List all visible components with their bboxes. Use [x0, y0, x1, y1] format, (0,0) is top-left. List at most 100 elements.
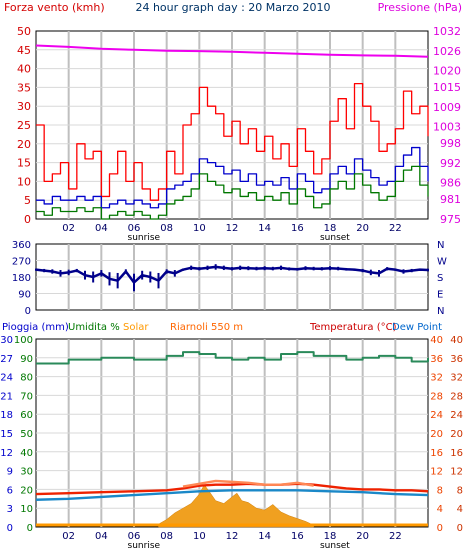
- dewpoint-tick-label: 40: [450, 335, 463, 346]
- legend-item: Pioggia (mm): [2, 322, 69, 333]
- pressure-tick-label: 1015: [433, 81, 461, 94]
- temperature-tick-label: 28: [430, 391, 443, 402]
- wind-tick-label: 25: [17, 119, 31, 132]
- compass-tick-label: S: [437, 273, 443, 284]
- wind-tick-label: 10: [17, 175, 31, 188]
- sunrise-label: sunrise: [128, 233, 161, 243]
- temperature-tick-label: 0: [437, 523, 443, 534]
- x-tick-label: 12: [226, 531, 239, 542]
- rain-tick-label: 12: [0, 448, 13, 459]
- dewpoint-tick-label: 0: [457, 523, 463, 534]
- sunrise-label: sunrise: [128, 541, 161, 551]
- rain-tick-label: 27: [0, 354, 13, 365]
- x-tick-label: 10: [193, 223, 206, 234]
- x-tick-label: 08: [160, 223, 173, 234]
- sunset-label: sunset: [320, 541, 350, 551]
- x-tick-label: 20: [356, 531, 369, 542]
- temperature-tick-label: 12: [430, 467, 443, 478]
- humidity-tick-label: 50: [20, 429, 33, 440]
- dewpoint-tick-label: 8: [457, 485, 463, 496]
- x-tick-label: 02: [62, 223, 75, 234]
- pressure-tick-label: 1020: [433, 65, 461, 78]
- sunset-label: sunset: [320, 233, 350, 243]
- pressure-line: [35, 44, 429, 58]
- wind-tick-label: 35: [17, 81, 31, 94]
- x-tick-label: 10: [193, 531, 206, 542]
- pressure-tick-label: 986: [440, 177, 461, 190]
- temperature-tick-label: 8: [437, 485, 443, 496]
- dewpoint-tick-label: 4: [457, 504, 463, 515]
- rain-tick-label: 21: [0, 391, 13, 402]
- temperature-tick-label: 40: [430, 335, 443, 346]
- temperature-tick-label: 24: [430, 410, 443, 421]
- dewpoint-tick-label: 16: [450, 448, 463, 459]
- x-tick-label: 08: [160, 531, 173, 542]
- x-tick-label: 16: [291, 531, 304, 542]
- humidity-tick-label: 0: [27, 523, 33, 534]
- compass-tick-label: N: [437, 240, 444, 251]
- wind-avg-line: [36, 146, 429, 209]
- humidity-tick-label: 10: [20, 504, 33, 515]
- humidity-tick-label: 30: [20, 467, 33, 478]
- pressure-tick-label: 1032: [433, 25, 461, 38]
- direction-tick-label: 180: [12, 273, 31, 284]
- wind-tick-label: 30: [17, 100, 31, 113]
- x-tick-label: 20: [356, 223, 369, 234]
- chart-title: 24 hour graph day : 20 Marzo 2010: [135, 1, 330, 14]
- x-tick-label: 18: [324, 223, 337, 234]
- rain-tick-label: 6: [7, 485, 13, 496]
- dewpoint-tick-label: 36: [450, 354, 463, 365]
- x-tick-label: 14: [258, 531, 271, 542]
- compass-tick-label: E: [437, 290, 443, 301]
- pressure-tick-label: 998: [440, 137, 461, 150]
- pressure-tick-label: 975: [440, 213, 461, 226]
- wind-tick-label: 40: [17, 63, 31, 76]
- dewpoint-tick-label: 12: [450, 467, 463, 478]
- rain-tick-label: 24: [0, 373, 13, 384]
- humidity-tick-label: 20: [20, 485, 33, 496]
- rain-tick-label: 30: [0, 335, 13, 346]
- wind-tick-label: 45: [17, 44, 31, 57]
- compass-tick-label: N: [437, 306, 444, 317]
- pressure-tick-label: 981: [440, 193, 461, 206]
- temperature-tick-label: 16: [430, 448, 443, 459]
- pressure-tick-label: 1003: [433, 121, 461, 134]
- rain-tick-label: 3: [7, 504, 13, 515]
- rain-tick-label: 18: [0, 410, 13, 421]
- rain-tick-label: 9: [7, 467, 13, 478]
- pressure-tick-label: 1009: [433, 101, 461, 114]
- temperature-tick-label: 20: [430, 429, 443, 440]
- humidity-tick-label: 60: [20, 410, 33, 421]
- x-tick-label: 06: [128, 531, 141, 542]
- legend-item: Umidita %: [68, 322, 120, 333]
- wind-tick-label: 5: [24, 194, 31, 207]
- legend-item: Solar: [123, 322, 149, 333]
- x-tick-label: 14: [258, 223, 271, 234]
- rain-tick-label: 15: [0, 429, 13, 440]
- direction-tick-label: 90: [18, 290, 31, 301]
- wind-min-line: [36, 165, 429, 220]
- x-tick-label: 06: [128, 223, 141, 234]
- x-tick-label: 22: [389, 223, 402, 234]
- humidity-tick-label: 100: [14, 335, 33, 346]
- legend-item: Temperatura (°C): [309, 322, 397, 333]
- humidity-tick-label: 90: [20, 354, 33, 365]
- riarnoli-line: [182, 479, 314, 488]
- x-tick-label: 16: [291, 223, 304, 234]
- x-tick-label: 04: [95, 223, 108, 234]
- rain-tick-label: 0: [7, 523, 13, 534]
- x-tick-label: 18: [324, 531, 337, 542]
- direction-tick-label: 0: [25, 306, 31, 317]
- humidity-tick-label: 40: [20, 448, 33, 459]
- wind-tick-label: 15: [17, 157, 31, 170]
- x-tick-label: 12: [226, 223, 239, 234]
- x-tick-label: 22: [389, 531, 402, 542]
- direction-tick-label: 270: [12, 257, 31, 268]
- temperature-tick-label: 36: [430, 354, 443, 365]
- humidity-tick-label: 80: [20, 373, 33, 384]
- dewpoint-line: [35, 489, 429, 501]
- legend-item: Riarnoli 550 m: [170, 322, 243, 333]
- direction-tick-label: 360: [12, 240, 31, 251]
